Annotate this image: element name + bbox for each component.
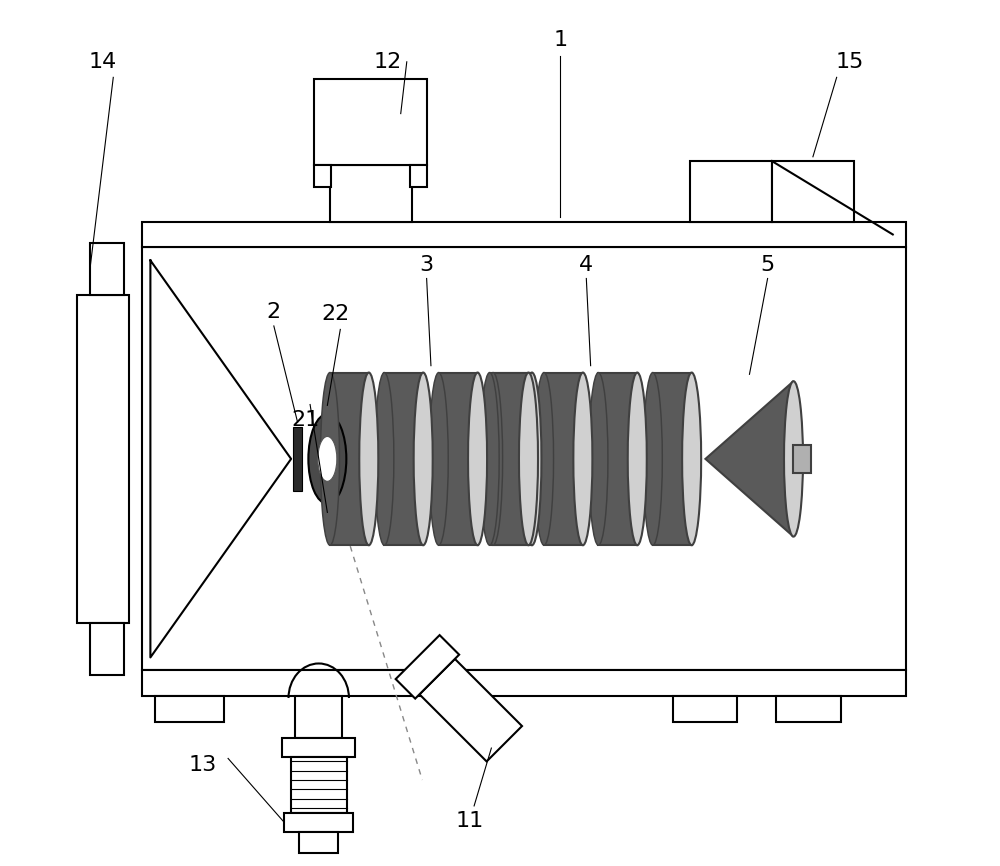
Bar [293,427,302,491]
Ellipse shape [589,372,608,546]
Bar [90,243,124,295]
Ellipse shape [522,372,541,546]
Ellipse shape [318,436,337,481]
Bar [772,161,854,222]
Ellipse shape [484,372,503,546]
Bar [673,696,737,722]
Ellipse shape [628,372,647,546]
Ellipse shape [468,372,487,546]
Ellipse shape [784,381,803,537]
Text: 22: 22 [322,304,350,324]
Text: 14: 14 [89,52,117,72]
Bar [793,445,811,473]
Ellipse shape [375,372,394,546]
Bar [330,372,369,546]
Bar [776,696,841,722]
Polygon shape [705,381,793,537]
Bar [77,295,129,623]
Text: 11: 11 [456,811,484,831]
Bar [439,372,478,546]
Bar [90,623,124,675]
Ellipse shape [573,372,592,546]
Bar [493,372,532,546]
Ellipse shape [308,414,346,504]
Bar [490,372,528,546]
Text: 3: 3 [420,255,434,275]
Ellipse shape [320,372,339,546]
Text: 13: 13 [188,755,216,775]
Bar [314,79,427,165]
Ellipse shape [682,372,701,546]
Ellipse shape [535,372,554,546]
Ellipse shape [519,372,538,546]
Bar [330,165,412,222]
Bar [396,635,459,699]
Text: 2: 2 [267,302,281,322]
Bar [295,696,342,738]
Bar [690,161,772,222]
Ellipse shape [359,372,378,546]
Bar [419,659,522,761]
Text: 21: 21 [292,410,320,430]
Ellipse shape [643,372,662,546]
Text: 12: 12 [374,52,402,72]
Ellipse shape [414,372,433,546]
Bar [142,670,906,696]
Bar [284,813,353,832]
Ellipse shape [480,372,499,546]
Bar [142,248,906,670]
Bar [598,372,637,546]
Bar [410,165,427,187]
Text: 15: 15 [835,52,864,72]
Bar [282,738,355,757]
Bar [314,165,331,187]
Bar [155,696,224,722]
Bar [291,757,347,813]
Bar [142,222,906,248]
Bar [384,372,423,546]
Text: 4: 4 [579,255,593,275]
Bar [544,372,583,546]
Bar [653,372,692,546]
Text: 5: 5 [760,255,775,275]
Text: 1: 1 [553,30,567,50]
Ellipse shape [429,372,448,546]
Bar [299,832,338,853]
